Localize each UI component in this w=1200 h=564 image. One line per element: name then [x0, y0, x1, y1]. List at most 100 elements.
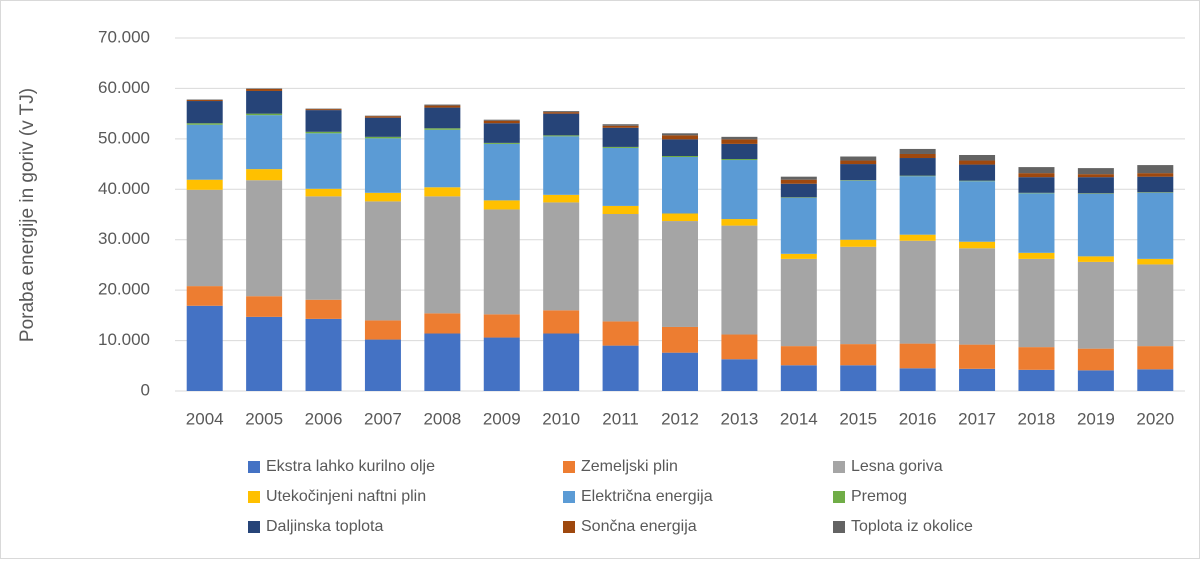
bar-segment — [1137, 192, 1174, 193]
bar-segment — [424, 129, 461, 188]
bar-segment — [246, 115, 283, 170]
bar-segment — [543, 310, 580, 334]
bar-segment — [840, 246, 877, 345]
bar-segment — [246, 180, 283, 297]
bar-segment — [305, 133, 342, 189]
bar-segment — [721, 334, 758, 360]
bar-segment — [186, 305, 223, 391]
bar-segment — [543, 111, 580, 113]
bar-segment — [364, 115, 401, 117]
legend-label: Električna energija — [581, 488, 713, 505]
bar-segment — [899, 234, 936, 241]
legend-label: Ekstra lahko kurilno olje — [266, 458, 435, 475]
bar-segment — [246, 316, 283, 391]
bar-segment — [543, 136, 580, 195]
bar-segment — [1018, 252, 1055, 259]
bar-segment — [1137, 369, 1174, 391]
bar-segment — [246, 113, 283, 116]
bar-segment — [364, 192, 401, 202]
bar-segment — [780, 258, 817, 347]
bar-segment — [424, 333, 461, 391]
bar-segment — [899, 240, 936, 344]
bar-segment — [959, 344, 996, 369]
y-tick-label: 30.000 — [98, 229, 150, 248]
y-tick-label: 20.000 — [98, 280, 150, 299]
bar-segment — [1077, 174, 1114, 178]
bar-segment — [186, 100, 223, 102]
bar-segment — [959, 181, 996, 242]
legend-label: Daljinska toplota — [266, 518, 384, 535]
bar-segment — [305, 299, 342, 319]
bar-segment — [305, 188, 342, 197]
bar-segment — [602, 124, 639, 126]
x-tick-label: 2012 — [661, 409, 699, 428]
bar-segment — [305, 131, 342, 134]
legend-label: Premog — [851, 488, 907, 505]
bar-segment — [1137, 346, 1174, 370]
bar-segment — [1137, 165, 1174, 174]
bar-segment — [483, 142, 520, 144]
bar-segment — [662, 156, 698, 158]
bar-segment — [840, 164, 877, 181]
bar-segment — [721, 136, 758, 140]
bar-segment — [780, 179, 817, 184]
legend-label: Sončna energija — [581, 518, 697, 535]
legend-label: Zemeljski plin — [581, 458, 678, 475]
bar-segment — [1077, 168, 1114, 175]
x-tick-label: 2011 — [602, 409, 639, 428]
bar-segment — [899, 153, 936, 159]
bar-segment — [483, 120, 520, 124]
bar-segment — [899, 175, 936, 177]
bar-segment — [959, 154, 996, 161]
bar-segment — [662, 326, 698, 353]
bar-segment — [959, 164, 996, 181]
bar-segment — [543, 333, 580, 391]
bar-segment — [780, 253, 817, 259]
y-tick-label: 70.000 — [98, 27, 150, 46]
bar-segment — [959, 180, 996, 182]
x-tick-label: 2010 — [542, 409, 580, 428]
bar-segment — [1077, 370, 1114, 391]
bar-segment — [1018, 258, 1055, 348]
bar-segment — [840, 365, 877, 391]
x-tick-label: 2016 — [899, 409, 937, 428]
bar-segment — [662, 157, 698, 214]
bar-segment — [602, 213, 639, 322]
bar-segment — [721, 139, 758, 144]
x-tick-label: 2007 — [364, 409, 402, 428]
bar-segment — [602, 127, 639, 147]
bar-segment — [246, 296, 283, 317]
x-tick-label: 2020 — [1136, 409, 1174, 428]
bar-segment — [483, 119, 520, 121]
bar-segment — [721, 359, 758, 391]
bar-segment — [1077, 261, 1114, 349]
bar-segment — [1018, 347, 1055, 370]
bar-segment — [483, 200, 520, 210]
bar-segment — [1077, 193, 1114, 194]
legend-label: Toplota iz okolice — [851, 518, 973, 535]
bar-segment — [662, 139, 698, 157]
bar-segment — [543, 194, 580, 203]
bar-segment — [840, 160, 877, 165]
bar-segment — [721, 159, 758, 161]
bar-segment — [899, 158, 936, 176]
bar-segment — [246, 88, 283, 89]
bar-segment — [721, 143, 758, 160]
bar-segment — [662, 213, 698, 222]
bar-segment — [543, 135, 580, 137]
x-tick-label: 2017 — [958, 409, 996, 428]
bar-segment — [424, 105, 461, 108]
bar-segment — [780, 365, 817, 391]
bar-segment — [721, 160, 758, 220]
bar-segment — [602, 345, 639, 391]
x-tick-label: 2009 — [483, 409, 521, 428]
bar-segment — [424, 187, 461, 197]
legend-swatch — [248, 491, 260, 503]
bar-segment — [780, 183, 817, 198]
bar-segment — [364, 201, 401, 321]
bar-segment — [186, 286, 223, 306]
legend-swatch — [833, 521, 845, 533]
bar-segment — [246, 169, 283, 181]
bar-segment — [899, 368, 936, 391]
